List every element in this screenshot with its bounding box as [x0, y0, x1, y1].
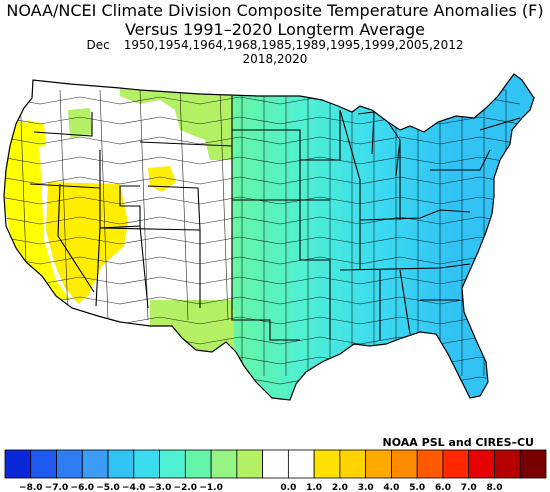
division-line: [346, 89, 353, 376]
ut-co-border: [99, 227, 201, 231]
division-line: [4, 256, 521, 265]
legend-swatch: [262, 449, 289, 479]
division-line: [4, 216, 521, 225]
state-boundaries: [29, 96, 521, 341]
legend-tick-label: 5.0: [409, 483, 425, 492]
az-nm-border: [139, 225, 149, 309]
division-line: [59, 89, 69, 321]
wa-or-border: [33, 112, 93, 137]
legend-swatch: [159, 449, 186, 479]
month-label: Dec: [86, 38, 110, 52]
division-line: [99, 89, 109, 321]
pa-ny-border: [430, 149, 491, 171]
division-line: [258, 89, 265, 376]
legend-tick-label: 4.0: [383, 483, 399, 492]
wy-co-nm-border: [147, 185, 201, 308]
division-line: [139, 89, 149, 321]
title-line-1: NOAA/NCEI Climate Division Composite Tem…: [6, 1, 544, 20]
legend-swatch: [442, 449, 470, 479]
legend-tick-label: −1.0: [199, 483, 222, 492]
legend-color-boxes: [4, 449, 547, 479]
division-line: [302, 89, 309, 376]
legend-tick-label: 0.0: [280, 483, 296, 492]
or-ca-nv-border: [29, 183, 101, 189]
legend-swatch: [287, 449, 315, 479]
legend-tick-labels: −8.0 −7.0 −6.0 −5.0 −4.0 −3.0 −2.0 −1.0 0.0 1.0 2.…: [19, 483, 502, 492]
ms-al-ga-border: [379, 269, 411, 340]
division-line: [4, 156, 521, 165]
legend-tick-label: 1.0: [306, 483, 322, 492]
color-scale-legend: −8.0 −7.0 −6.0 −5.0 −4.0 −3.0 −2.0 −1.0 0.0 1.0 2.…: [4, 449, 547, 492]
legend-swatch: [210, 449, 238, 479]
mo-il-border: [339, 109, 361, 270]
division-line: [4, 176, 521, 185]
title-line-2: Versus 1991–2020 Longterm Average: [124, 20, 426, 39]
mt-wy-border: [139, 141, 233, 147]
great-lakes-outline: [357, 111, 401, 177]
division-line: [179, 89, 189, 321]
composite-years-2: 2018,2020: [242, 52, 308, 66]
legend-swatch: [313, 449, 341, 479]
az-ca-border: [95, 227, 101, 307]
oh-ky-wv-border: [359, 209, 471, 221]
legend-swatch: [184, 449, 212, 479]
legend-tick-label: −4.0: [122, 483, 145, 492]
ne-ks-ok-border: [232, 129, 331, 340]
southwest-green-region: [150, 300, 232, 360]
legend-tick-label: −7.0: [45, 483, 68, 492]
legend-tick-label: −8.0: [19, 483, 42, 492]
legend-tick-label: 6.0: [435, 483, 451, 492]
washington-green-region: [68, 108, 92, 138]
ia-mn-border: [300, 110, 341, 161]
legend-swatch: [236, 449, 264, 479]
legend-swatch: [519, 449, 547, 479]
division-line: [4, 236, 521, 245]
legend-swatch: [391, 449, 418, 479]
oregon-yellow-region: [28, 120, 46, 148]
legend-swatch: [107, 449, 135, 479]
division-line: [236, 89, 243, 376]
legend-tick-label: −5.0: [96, 483, 119, 492]
new-england-border: [479, 117, 521, 131]
legend-swatch: [56, 449, 83, 479]
division-line: [4, 136, 521, 145]
us-climate-division-map: [3, 73, 535, 401]
legend-tick-label: −2.0: [174, 483, 197, 492]
division-line: [280, 89, 287, 376]
division-line: [4, 276, 521, 285]
legend-swatch: [339, 449, 367, 479]
legend-tick-label: 8.0: [487, 483, 503, 492]
legend-tick-label: 3.0: [358, 483, 374, 492]
division-line: [219, 89, 229, 321]
legend-tick-label: −6.0: [71, 483, 94, 492]
legend-swatch: [81, 449, 109, 479]
tn-nc-border: [339, 263, 471, 271]
legend-tick-label: 2.0: [332, 483, 348, 492]
legend-swatch: [4, 449, 32, 479]
title-line-3: Dec 1950,1954,1964,1968,1985,1989,1995,19…: [0, 38, 550, 52]
data-credit: NOAA PSL and CIRES–CU: [382, 436, 534, 449]
composite-years-1: 1950,1954,1964,1968,1985,1989,1995,1999,…: [123, 38, 464, 52]
legend-swatch: [494, 449, 521, 479]
legend-swatch: [30, 449, 57, 479]
legend-tick-label: −3.0: [148, 483, 171, 492]
plains-border: [231, 96, 300, 341]
legend-swatch: [365, 449, 392, 479]
legend-swatch: [416, 449, 444, 479]
ca-nv-border: [57, 183, 95, 293]
legend-tick-label: 7.0: [461, 483, 477, 492]
legend-swatch: [468, 449, 495, 479]
northern-rockies-green-region: [120, 88, 232, 160]
legend-swatch: [133, 449, 160, 479]
wyoming-yellow-region: [148, 166, 176, 192]
division-line: [4, 196, 521, 205]
